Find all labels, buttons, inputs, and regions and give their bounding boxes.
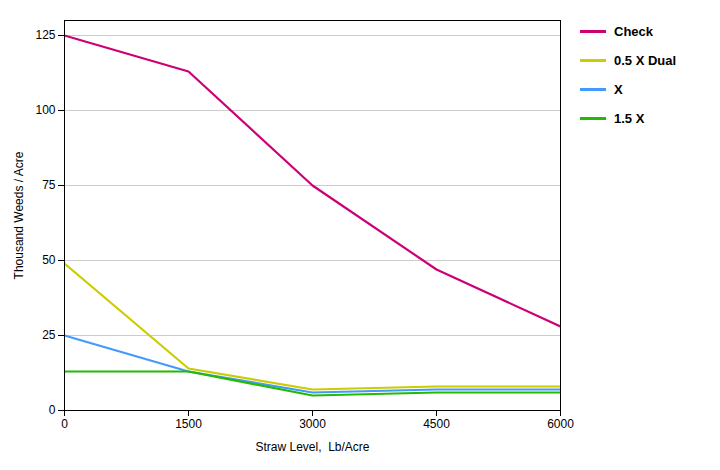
svg-text:3000: 3000 xyxy=(299,417,326,431)
svg-text:100: 100 xyxy=(35,103,55,117)
svg-text:125: 125 xyxy=(35,28,55,42)
html-text:Check: Check xyxy=(614,24,653,39)
svg-text:50: 50 xyxy=(42,253,56,267)
html-text:0.5 X Dual: 0.5 X Dual xyxy=(614,53,677,68)
svg-text:0: 0 xyxy=(61,417,68,431)
svg-text:0: 0 xyxy=(49,403,56,417)
svg-text:1500: 1500 xyxy=(175,417,202,431)
html-text:X: X xyxy=(614,82,623,97)
svg-text:6000: 6000 xyxy=(547,417,574,431)
svg-text:25: 25 xyxy=(42,328,56,342)
html-text:1.5 X: 1.5 X xyxy=(614,111,645,126)
svg-text:75: 75 xyxy=(42,178,56,192)
svg-text:4500: 4500 xyxy=(423,417,450,431)
svg-text:Thousand Weeds / Acre: Thousand Weeds / Acre xyxy=(12,151,26,279)
svg-text:Straw Level, Lb/Acre: Straw Level, Lb/Acre xyxy=(255,440,369,454)
